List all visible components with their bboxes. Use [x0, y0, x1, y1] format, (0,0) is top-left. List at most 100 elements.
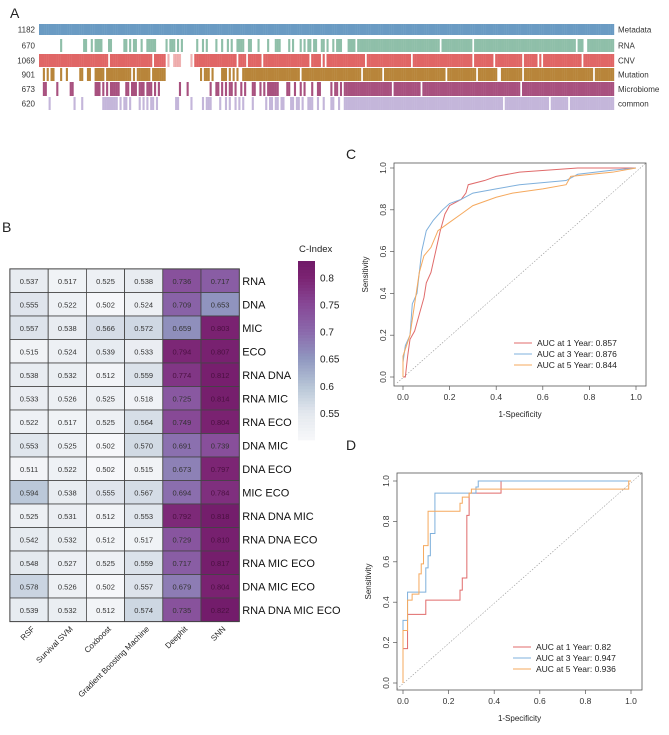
presence-segment: [401, 68, 404, 81]
presence-segment: [397, 24, 400, 35]
presence-segment: [612, 54, 615, 67]
x-tick-label: 0.4: [490, 392, 502, 402]
presence-segment: [111, 82, 114, 96]
presence-segment: [422, 24, 425, 35]
presence-segment: [566, 82, 569, 96]
presence-segment: [297, 54, 300, 67]
presence-segment: [464, 39, 467, 52]
presence-segment: [460, 82, 463, 96]
presence-segment: [523, 68, 527, 81]
presence-segment: [499, 97, 502, 110]
heatmap-cell-value: 0.531: [58, 512, 77, 521]
y-tick-label: 0.4: [378, 287, 388, 299]
presence-segment: [430, 68, 433, 81]
presence-segment: [399, 68, 402, 81]
x-tick-label: 0.0: [397, 392, 409, 402]
presence-segment: [558, 97, 561, 110]
presence-segment: [483, 39, 486, 52]
presence-segment: [382, 97, 385, 110]
presence-segment: [577, 97, 580, 110]
presence-segment: [343, 68, 346, 81]
presence-segment: [512, 68, 515, 81]
heatmap-cell-value: 0.511: [20, 465, 38, 474]
presence-segment: [238, 54, 241, 67]
presence-segment: [581, 39, 584, 52]
presence-segment: [278, 39, 281, 52]
presence-segment: [307, 68, 310, 81]
presence-segment: [313, 68, 316, 81]
colorbar-segment: [298, 407, 315, 411]
presence-segment: [228, 68, 231, 81]
presence-segment: [39, 54, 42, 67]
heatmap-cell-value: 0.533: [134, 347, 153, 356]
presence-segment: [504, 68, 507, 81]
presence-segment: [311, 68, 314, 81]
presence-segment: [491, 82, 494, 96]
presence-segment: [341, 54, 344, 67]
presence-segment: [376, 54, 379, 67]
presence-segment: [215, 39, 218, 52]
presence-segment: [600, 39, 603, 52]
presence-segment: [376, 97, 379, 110]
presence-segment: [592, 97, 596, 110]
presence-segment: [213, 54, 216, 67]
presence-segment: [372, 24, 375, 35]
presence-segment: [550, 24, 553, 35]
presence-segment: [581, 97, 584, 110]
presence-segment: [571, 39, 574, 52]
presence-segment: [499, 24, 502, 35]
presence-segment: [441, 97, 444, 110]
presence-segment: [604, 24, 607, 35]
row-count: 620: [22, 100, 36, 109]
presence-segment: [550, 97, 553, 110]
presence-segment: [111, 68, 114, 81]
presence-segment: [232, 54, 235, 67]
presence-segment: [127, 54, 130, 67]
presence-segment: [290, 24, 293, 35]
presence-segment: [320, 24, 323, 35]
presence-segment: [594, 39, 597, 52]
presence-segment: [180, 39, 183, 52]
presence-segment: [253, 54, 256, 67]
presence-segment: [594, 24, 597, 35]
presence-segment: [288, 54, 291, 67]
presence-segment: [451, 97, 454, 110]
presence-segment: [295, 68, 298, 81]
heatmap-cell-value: 0.818: [211, 512, 230, 521]
presence-segment: [284, 68, 287, 81]
presence-segment: [412, 82, 415, 96]
presence-segment: [384, 82, 387, 96]
x-tick-label: 0.2: [443, 696, 455, 706]
presence-segment: [246, 24, 249, 35]
presence-segment: [73, 54, 76, 67]
presence-segment: [430, 39, 433, 52]
presence-segment: [255, 68, 258, 81]
presence-segment: [201, 39, 205, 52]
x-tick-label: 0.8: [583, 392, 595, 402]
presence-segment: [290, 68, 293, 81]
presence-segment: [117, 24, 120, 35]
presence-segment: [58, 54, 61, 67]
presence-segment: [569, 68, 573, 81]
presence-segment: [138, 97, 141, 110]
presence-segment: [416, 68, 419, 81]
presence-segment: [146, 82, 149, 96]
heatmap-cell-value: 0.538: [58, 488, 77, 497]
presence-segment: [491, 68, 494, 81]
presence-segment: [374, 39, 377, 52]
legend-label: AUC at 1 Year: 0.82: [536, 642, 611, 652]
presence-segment: [451, 82, 454, 96]
presence-segment: [221, 68, 224, 81]
presence-segment: [458, 68, 461, 81]
presence-segment: [385, 68, 389, 81]
panel-label-b: B: [2, 219, 11, 235]
presence-segment: [125, 24, 128, 35]
presence-segment: [407, 24, 410, 35]
presence-segment: [479, 68, 482, 81]
heatmap-cell-value: 0.527: [58, 559, 77, 568]
presence-segment: [529, 39, 532, 52]
heatmap-row-label: RNA MIC ECO: [242, 558, 315, 570]
presence-segment: [393, 24, 396, 35]
presence-segment: [554, 97, 557, 110]
presence-segment: [355, 82, 358, 96]
